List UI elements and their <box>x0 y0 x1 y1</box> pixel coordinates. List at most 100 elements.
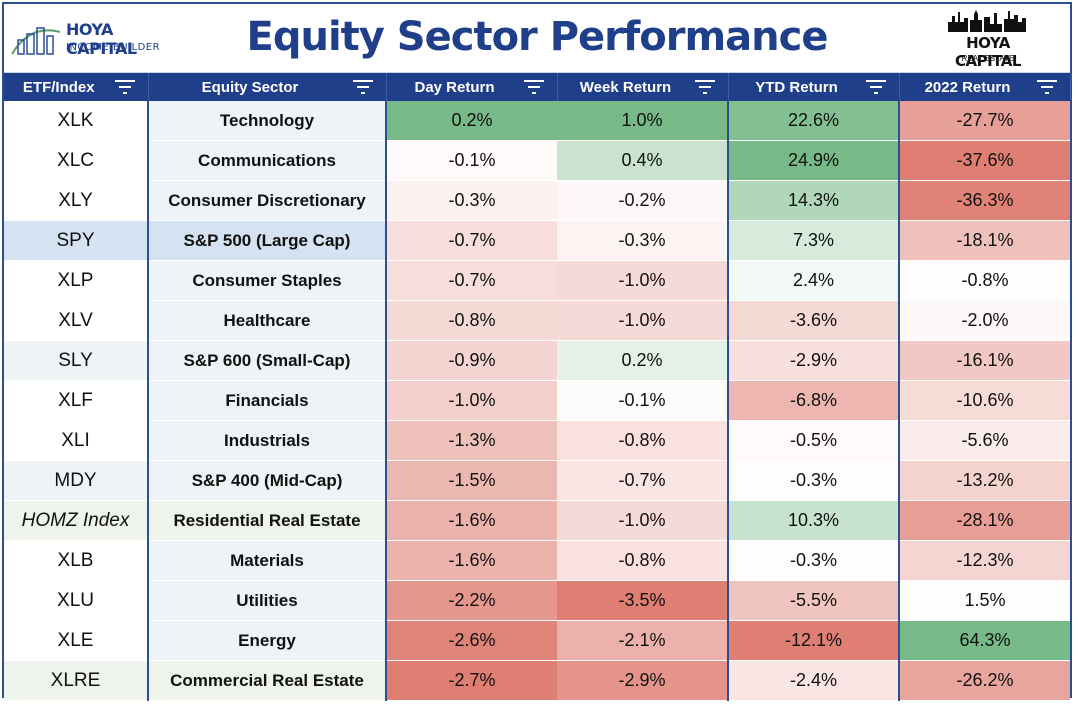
week-return-cell: -0.8% <box>557 420 728 461</box>
y2022-return-cell: -37.6% <box>898 140 1070 181</box>
etf-cell: SLY <box>4 340 148 381</box>
table-row: XLC Communications -0.1% 0.4% 24.9% -37.… <box>4 140 1070 181</box>
table-row: SPY S&P 500 (Large Cap) -0.7% -0.3% 7.3%… <box>4 220 1070 261</box>
col-header-etf[interactable]: ETF/Index <box>4 73 149 101</box>
ytd-return-cell: -5.5% <box>727 580 899 621</box>
header: HOYA CAPITAL INCOME BUILDER Equity Secto… <box>4 4 1070 73</box>
week-return-cell: -0.8% <box>557 540 728 581</box>
etf-cell: XLE <box>4 620 148 661</box>
table-row: XLK Technology 0.2% 1.0% 22.6% -27.7% <box>4 101 1070 141</box>
hoya-real-estate-logo: HOYA CAPITAL REAL ESTATE <box>946 8 1030 70</box>
table-row: SLY S&P 600 (Small-Cap) -0.9% 0.2% -2.9%… <box>4 340 1070 381</box>
ytd-return-cell: -0.3% <box>727 540 899 581</box>
etf-cell: XLB <box>4 540 148 581</box>
etf-cell: XLK <box>4 101 148 141</box>
y2022-return-cell: 64.3% <box>898 620 1070 661</box>
col-header-2022[interactable]: 2022 Return <box>899 73 1071 101</box>
day-return-cell: -2.6% <box>385 620 557 661</box>
ytd-return-cell: -3.6% <box>727 300 899 341</box>
y2022-return-cell: -2.0% <box>898 300 1070 341</box>
sector-cell: Financials <box>147 380 386 421</box>
y2022-return-cell: -27.7% <box>898 101 1070 141</box>
sector-cell: Technology <box>147 101 386 141</box>
sector-cell: Materials <box>147 540 386 581</box>
logo-left-line1: HOYA CAPITAL <box>66 20 137 58</box>
col-header-label: Equity Sector <box>201 78 299 96</box>
y2022-return-cell: 1.5% <box>898 580 1070 621</box>
day-return-cell: -1.5% <box>385 460 557 501</box>
week-return-cell: -0.7% <box>557 460 728 501</box>
etf-cell: HOMZ Index <box>4 500 148 541</box>
filter-icon[interactable] <box>352 79 374 95</box>
week-return-cell: 1.0% <box>557 101 728 141</box>
y2022-return-cell: -36.3% <box>898 180 1070 221</box>
y2022-return-cell: -12.3% <box>898 540 1070 581</box>
day-return-cell: -0.7% <box>385 260 557 301</box>
day-return-cell: -0.7% <box>385 220 557 261</box>
etf-cell: XLU <box>4 580 148 621</box>
col-header-label: Week Return <box>579 78 672 96</box>
day-return-cell: 0.2% <box>385 101 557 141</box>
ytd-return-cell: -0.5% <box>727 420 899 461</box>
logo-right-line1: HOYA CAPITAL <box>955 34 1021 70</box>
etf-cell: XLP <box>4 260 148 301</box>
table-row: XLB Materials -1.6% -0.8% -0.3% -12.3% <box>4 540 1070 581</box>
filter-icon[interactable] <box>523 79 545 95</box>
week-return-cell: -2.1% <box>557 620 728 661</box>
sector-cell: Commercial Real Estate <box>147 660 386 701</box>
page-title: Equity Sector Performance <box>246 14 829 60</box>
week-return-cell: 0.2% <box>557 340 728 381</box>
skyline-logo-icon <box>948 10 1026 32</box>
table-row: XLP Consumer Staples -0.7% -1.0% 2.4% -0… <box>4 260 1070 301</box>
col-header-week[interactable]: Week Return <box>557 73 729 101</box>
col-header-day[interactable]: Day Return <box>386 73 558 101</box>
table-row: HOMZ Index Residential Real Estate -1.6%… <box>4 500 1070 541</box>
ytd-return-cell: 2.4% <box>727 260 899 301</box>
ytd-return-cell: 14.3% <box>727 180 899 221</box>
sector-cell: S&P 400 (Mid-Cap) <box>147 460 386 501</box>
filter-icon[interactable] <box>865 79 887 95</box>
table-row: XLU Utilities -2.2% -3.5% -5.5% 1.5% <box>4 580 1070 621</box>
etf-cell: SPY <box>4 220 148 261</box>
col-header-label: Day Return <box>414 78 495 96</box>
week-return-cell: -1.0% <box>557 260 728 301</box>
sector-cell: S&P 600 (Small-Cap) <box>147 340 386 381</box>
etf-cell: XLC <box>4 140 148 181</box>
etf-cell: XLV <box>4 300 148 341</box>
ytd-return-cell: -6.8% <box>727 380 899 421</box>
ytd-return-cell: 7.3% <box>727 220 899 261</box>
etf-cell: XLF <box>4 380 148 421</box>
day-return-cell: -1.3% <box>385 420 557 461</box>
day-return-cell: -2.7% <box>385 660 557 701</box>
etf-cell: MDY <box>4 460 148 501</box>
col-header-ytd[interactable]: YTD Return <box>728 73 900 101</box>
y2022-return-cell: -28.1% <box>898 500 1070 541</box>
day-return-cell: -0.8% <box>385 300 557 341</box>
etf-cell: XLI <box>4 420 148 461</box>
logo-left-line2: INCOME BUILDER <box>66 42 161 53</box>
week-return-cell: -1.0% <box>557 300 728 341</box>
col-header-label: 2022 Return <box>924 78 1011 96</box>
etf-cell: XLRE <box>4 660 148 701</box>
week-return-cell: -1.0% <box>557 500 728 541</box>
ytd-return-cell: -12.1% <box>727 620 899 661</box>
week-return-cell: 0.4% <box>557 140 728 181</box>
sector-cell: S&P 500 (Large Cap) <box>147 220 386 261</box>
table-row: XLE Energy -2.6% -2.1% -12.1% 64.3% <box>4 620 1070 661</box>
filter-icon[interactable] <box>1036 79 1058 95</box>
day-return-cell: -1.0% <box>385 380 557 421</box>
sector-cell: Healthcare <box>147 300 386 341</box>
day-return-cell: -2.2% <box>385 580 557 621</box>
col-header-sector[interactable]: Equity Sector <box>148 73 387 101</box>
table-row: XLRE Commercial Real Estate -2.7% -2.9% … <box>4 660 1070 701</box>
sector-cell: Utilities <box>147 580 386 621</box>
col-header-label: YTD Return <box>755 78 838 96</box>
table-row: XLV Healthcare -0.8% -1.0% -3.6% -2.0% <box>4 300 1070 341</box>
day-return-cell: -0.9% <box>385 340 557 381</box>
y2022-return-cell: -18.1% <box>898 220 1070 261</box>
sector-cell: Consumer Discretionary <box>147 180 386 221</box>
ytd-return-cell: -2.9% <box>727 340 899 381</box>
y2022-return-cell: -13.2% <box>898 460 1070 501</box>
filter-icon[interactable] <box>694 79 716 95</box>
filter-icon[interactable] <box>114 79 136 95</box>
